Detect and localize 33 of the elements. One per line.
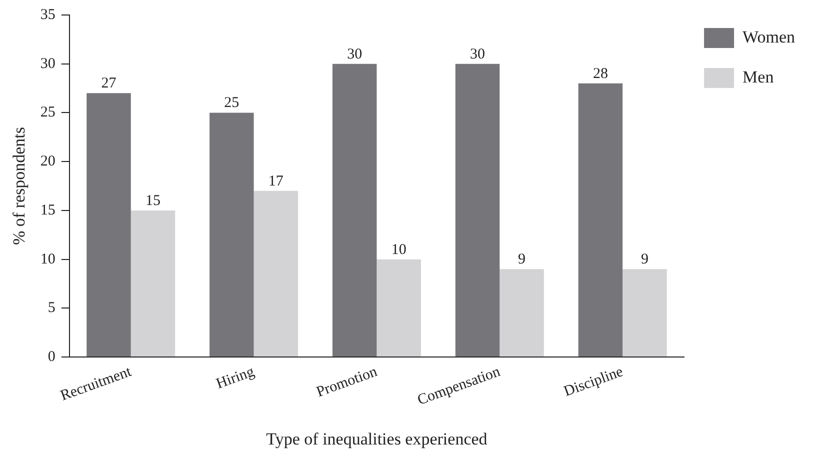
data-label: 15	[145, 192, 160, 209]
bar	[130, 210, 176, 357]
data-label: 30	[347, 46, 362, 62]
bar	[455, 64, 500, 357]
bar	[210, 112, 254, 357]
bar	[376, 259, 421, 357]
bar	[86, 93, 131, 357]
data-label: 9	[640, 252, 648, 268]
bar	[622, 269, 667, 357]
data-label: 17	[268, 173, 284, 190]
bar	[254, 190, 298, 357]
data-label: 28	[592, 66, 608, 82]
y-tick-label: 5	[48, 300, 56, 316]
data-label: 30	[470, 46, 486, 62]
y-tick-label: 10	[40, 251, 56, 268]
y-tick-label: 30	[40, 56, 56, 72]
y-tick-label: 0	[48, 348, 56, 365]
bar	[578, 83, 623, 357]
data-label: 10	[391, 242, 406, 258]
data-label: 27	[101, 76, 117, 92]
bar	[500, 269, 544, 357]
bar	[332, 64, 377, 357]
data-label: 25	[224, 95, 240, 112]
y-tick-label: 35	[40, 6, 56, 23]
x-axis-title: Type of inequalities experienced	[266, 429, 488, 448]
y-tick-label: 25	[40, 104, 56, 121]
x-tick-label: Hiring	[214, 364, 257, 392]
legend-label: Women	[742, 27, 796, 46]
legend-label: Men	[742, 67, 774, 86]
y-tick-label: 15	[40, 202, 56, 218]
y-axis-title: % of respondents	[10, 127, 29, 246]
y-tick-label: 20	[40, 154, 56, 170]
data-label: 9	[518, 252, 526, 268]
